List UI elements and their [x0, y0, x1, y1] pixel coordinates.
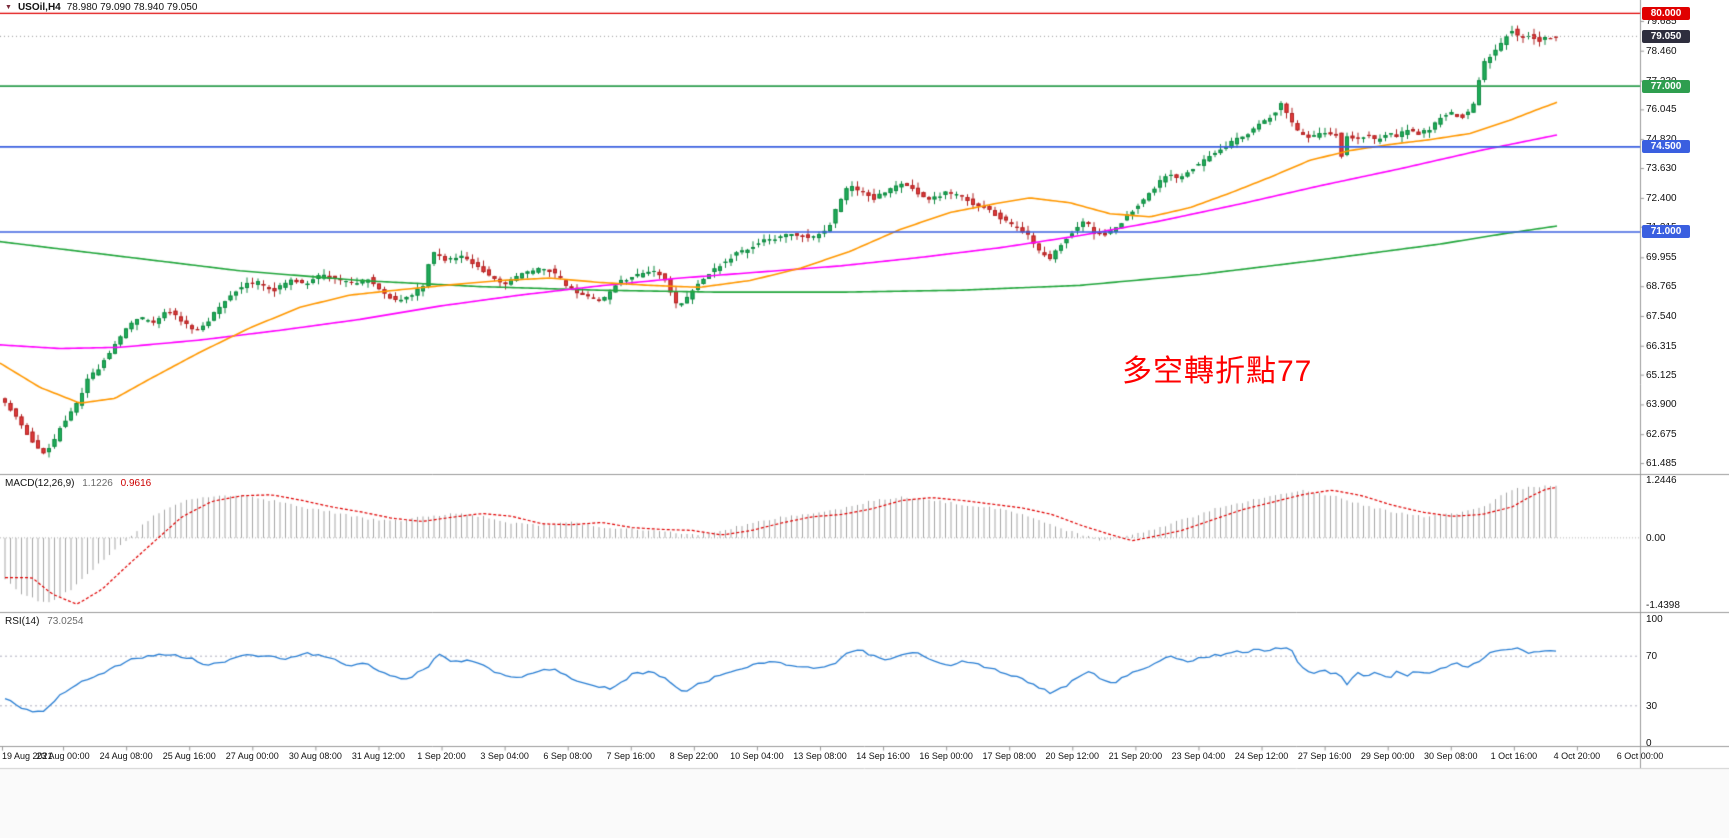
time-axis-label: 30 Aug 08:00 [288, 751, 342, 761]
price-axis-tick-label: 67.540 [1646, 310, 1677, 322]
macd-main-value: 1.1226 [82, 478, 113, 489]
price-level-badge: 80.000 [1642, 6, 1690, 20]
price-axis-tick-label: 72.400 [1646, 192, 1677, 204]
time-axis-label: 7 Sep 16:00 [606, 751, 656, 761]
macd-scale-label: -1.4398 [1646, 600, 1680, 612]
price-axis-tick-label: 74.820 [1646, 134, 1677, 145]
price-axis-tick-label: 73.630 [1646, 163, 1677, 175]
rsi-scale-label: 100 [1646, 614, 1663, 625]
price-axis-tick-label: 62.675 [1646, 429, 1677, 441]
time-axis-label: 21 Sep 20:00 [1108, 751, 1163, 761]
macd-signal-value: 0.9616 [120, 478, 152, 489]
time-axis-label: 17 Sep 08:00 [982, 751, 1036, 761]
rsi-value: 73.0254 [47, 616, 84, 627]
macd-indicator-label: MACD(12,26,9) 1.1226 0.9616 [5, 478, 151, 489]
time-axis-label: 6 Sep 08:00 [543, 751, 592, 761]
time-axis-label: 25 Aug 16:00 [162, 751, 216, 761]
time-axis-label: 6 Oct 00:00 [1616, 751, 1664, 761]
symbol-timeframe-label: USOil,H4 [17, 2, 61, 13]
rsi-scale-label: 0 [1646, 738, 1652, 749]
time-axis-label: 3 Sep 04:00 [480, 751, 529, 761]
current-price-badge: 79.050 [1642, 29, 1690, 43]
time-axis-label: 30 Sep 08:00 [1423, 751, 1478, 761]
time-axis-label: 29 Sep 00:00 [1360, 751, 1415, 761]
macd-scale-label: 1.2446 [1646, 474, 1677, 486]
time-axis-label: 4 Oct 20:00 [1553, 751, 1601, 761]
price-axis-tick-label: 63.900 [1646, 399, 1677, 411]
time-axis-label: 16 Sep 00:00 [919, 751, 973, 761]
price-level-badge: 77.000 [1642, 79, 1690, 93]
time-axis-label: 10 Sep 04:00 [730, 751, 784, 761]
price-axis-tick-label: 69.955 [1646, 252, 1677, 264]
price-axis-tick-label: 76.045 [1646, 104, 1677, 116]
time-axis-label: 23 Aug 00:00 [36, 751, 90, 761]
time-axis-label: 14 Sep 16:00 [856, 751, 910, 761]
rsi-indicator-label: RSI(14) 73.0254 [5, 616, 83, 627]
ohlc-values: 78.980 79.090 78.940 79.050 [66, 2, 198, 13]
chart-annotation-text: 多空轉折點77 [1122, 355, 1313, 388]
price-axis-tick-label: 66.315 [1646, 340, 1677, 352]
macd-scale-label: 0.00 [1646, 532, 1666, 544]
collapse-triangle-icon[interactable]: ▼ [5, 3, 12, 11]
price-level-badge: 74.500 [1642, 140, 1690, 154]
time-axis-label: 24 Sep 12:00 [1234, 751, 1289, 761]
time-axis-label: 1 Sep 20:00 [417, 751, 466, 761]
price-axis-tick-label: 65.125 [1646, 369, 1677, 381]
price-axis-tick-label: 78.460 [1646, 45, 1677, 57]
price-axis-tick-label: 61.485 [1646, 458, 1677, 470]
price-axis-tick-label: 68.765 [1646, 281, 1677, 293]
rsi-name: RSI(14) [5, 616, 40, 627]
time-axis-label: 8 Sep 22:00 [669, 751, 719, 761]
rsi-scale-label: 70 [1646, 651, 1658, 663]
time-axis-label: 23 Sep 04:00 [1171, 751, 1226, 761]
time-axis-label: 31 Aug 12:00 [351, 751, 405, 761]
rsi-scale-label: 30 [1646, 700, 1658, 712]
chart-header: ▼ USOil,H4 78.980 79.090 78.940 79.050 [5, 2, 197, 13]
time-axis-label: 1 Oct 16:00 [1490, 751, 1538, 761]
time-axis-label: 27 Aug 00:00 [225, 751, 279, 761]
time-axis-label: 13 Sep 08:00 [793, 751, 847, 761]
macd-name: MACD(12,26,9) [5, 478, 75, 489]
time-axis-label: 24 Aug 08:00 [99, 751, 153, 761]
time-axis-label: 27 Sep 16:00 [1297, 751, 1352, 761]
time-axis-label: 19 Aug 2021 [2, 751, 53, 761]
price-level-badge: 71.000 [1642, 225, 1690, 239]
price-axis-tick-label: 79.685 [1646, 15, 1677, 27]
time-axis-label: 20 Sep 12:00 [1045, 751, 1100, 761]
